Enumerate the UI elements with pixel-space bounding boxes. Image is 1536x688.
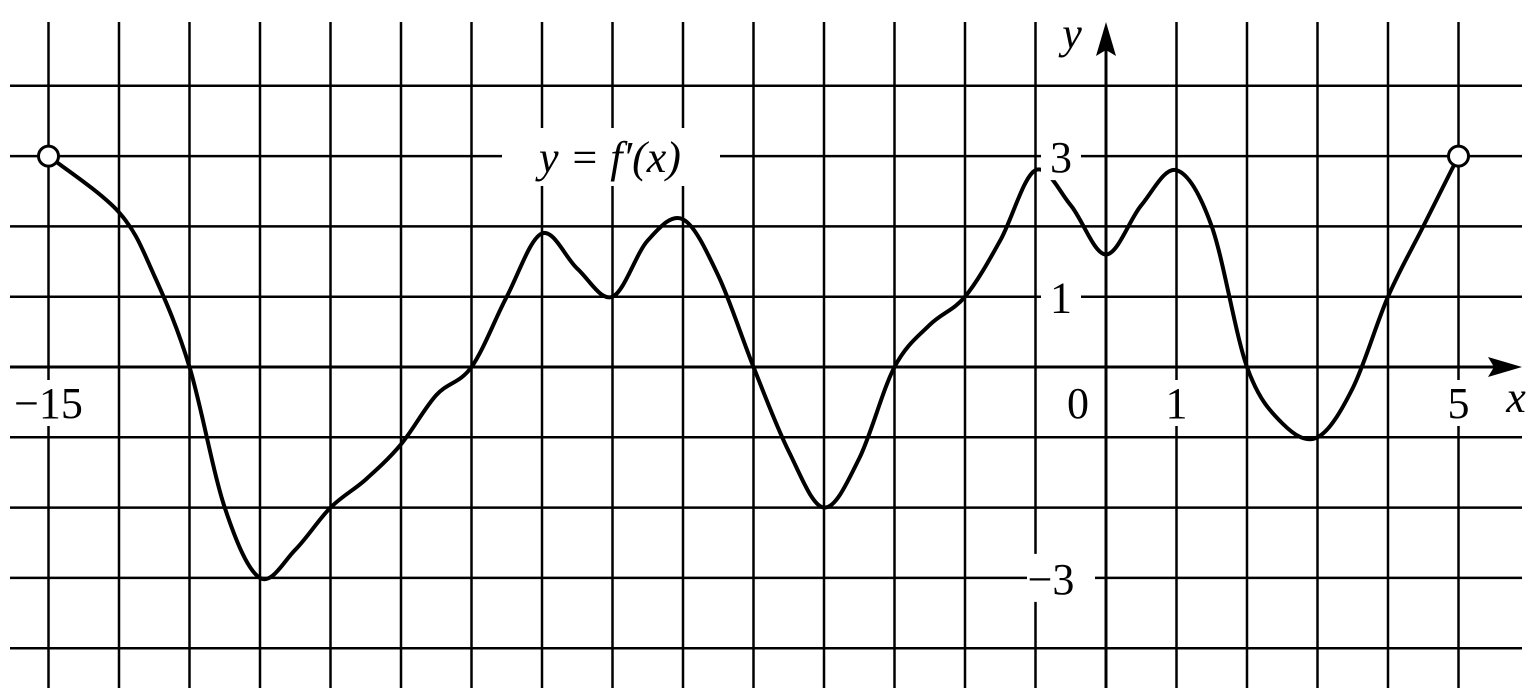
x-tick-label-background <box>1061 380 1095 426</box>
axes <box>10 22 1522 688</box>
x-tick-label: 5 <box>1448 379 1470 428</box>
x-tick-label-background <box>1159 380 1194 426</box>
y-tick-label: 3 <box>1050 133 1072 182</box>
x-tick-label: 0 <box>1067 379 1089 428</box>
y-axis-label: y <box>1058 9 1082 58</box>
curve-label: y = f′(x) <box>535 133 681 182</box>
open-endpoint <box>37 144 60 168</box>
y-axis-label-background <box>1056 12 1090 56</box>
curve-label-background <box>502 128 720 186</box>
x-tick-label: −15 <box>14 379 83 428</box>
y-tick-label-background <box>1041 132 1081 181</box>
endpoints <box>37 144 1470 168</box>
x-tick-label-background <box>1441 380 1476 426</box>
labels: −15 0 1 5 3 1 −3 x y y = f′(x) <box>5 9 1526 604</box>
grid <box>10 22 1522 688</box>
x-axis-arrow-icon <box>1488 357 1522 377</box>
x-tick-label: 1 <box>1166 379 1188 428</box>
y-tick-label-background <box>1041 272 1081 321</box>
x-tick-label-background <box>5 380 92 426</box>
y-axis-arrow-icon <box>1096 22 1116 56</box>
curve-f-prime <box>47 154 1461 582</box>
y-tick-label: 1 <box>1050 274 1072 323</box>
y-tick-label: −3 <box>1028 555 1075 604</box>
open-endpoint <box>1447 144 1470 168</box>
y-tick-label-background <box>1027 553 1095 602</box>
x-axis-label: x <box>1505 373 1526 422</box>
